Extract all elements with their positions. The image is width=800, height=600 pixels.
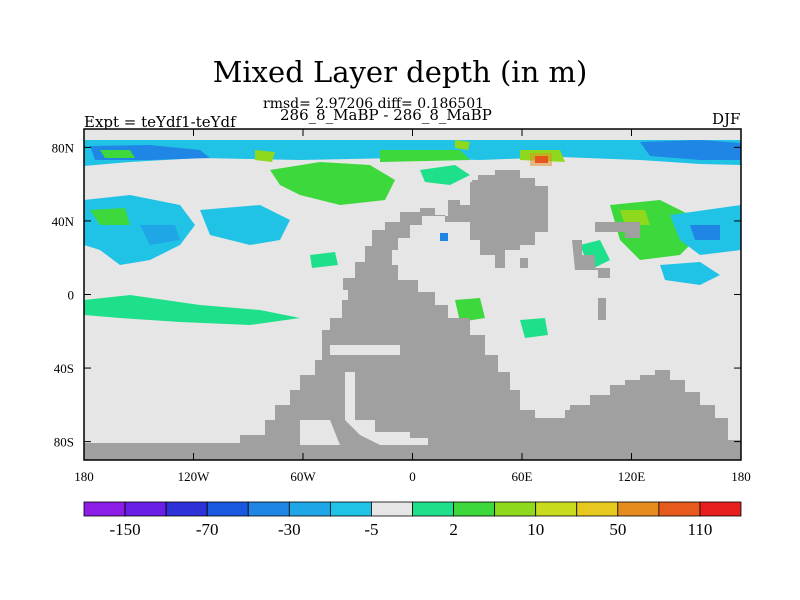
x-tick-label: 120W: [178, 469, 211, 484]
land-region: [598, 298, 606, 320]
colorbar-swatch: [699, 501, 742, 517]
season-label: DJF: [712, 110, 741, 128]
anomaly-region: [640, 140, 741, 160]
colorbar-label: 110: [688, 520, 713, 539]
anomaly-region: [84, 295, 300, 325]
x-tick-label: 60W: [290, 469, 316, 484]
colorbar-swatch: [247, 501, 290, 517]
anomaly-region: [100, 150, 135, 158]
colorbar-label: 10: [527, 520, 544, 539]
y-tick-label: 40S: [54, 361, 74, 376]
colorbar-label: -70: [196, 520, 219, 539]
anomaly-region: [520, 318, 548, 338]
anomaly-region: [620, 210, 650, 225]
map-title: Mixed Layer depth (in m): [212, 55, 588, 89]
anomaly-region: [270, 162, 395, 205]
anomaly-region: [310, 252, 338, 268]
cases-line: 286_8_MaBP - 286_8_MaBP: [280, 106, 492, 124]
colorbar-swatch: [494, 501, 537, 517]
colorbar-label: 2: [449, 520, 458, 539]
longitude-axis: 180 120W 60W 0 60E 120E 180: [74, 129, 751, 484]
land-region: [572, 240, 610, 278]
colorbar-swatch: [206, 501, 249, 517]
y-tick-label: 80S: [54, 435, 74, 450]
colorbar-swatch: [288, 501, 331, 517]
colorbar-label: -5: [364, 520, 378, 539]
colorbar-swatch: [453, 501, 496, 517]
colorbar-swatch: [165, 501, 208, 517]
colorbar-swatch: [124, 501, 167, 517]
colorbar-swatch: [658, 501, 701, 517]
anomaly-region: [660, 262, 720, 285]
anomaly-region: [90, 208, 130, 225]
anomaly-region: [420, 165, 470, 185]
land-region: [565, 410, 575, 418]
colorbar-label: -150: [109, 520, 140, 539]
y-tick-label: 80N: [52, 140, 75, 155]
colorbar-label: 50: [609, 520, 626, 539]
land-region: [300, 420, 340, 445]
x-tick-label: 180: [731, 469, 751, 484]
x-tick-label: 180: [74, 469, 94, 484]
land-region: [330, 345, 400, 355]
colorbar-swatch: [412, 501, 454, 517]
land-region: [595, 222, 640, 238]
anomaly-contours: [84, 140, 741, 338]
x-tick-label: 120E: [618, 469, 646, 484]
anomaly-region: [200, 205, 290, 245]
colorbar-swatch: [617, 501, 660, 517]
x-tick-label: 60E: [512, 469, 533, 484]
anomaly-region: [255, 150, 275, 162]
land-region: [84, 170, 741, 460]
anomaly-region: [455, 140, 470, 150]
stats-line: rmsd= 2.97206 diff= 0.186501: [263, 96, 485, 112]
experiment-label: Expt = teYdf1-teYdf: [84, 113, 236, 131]
colorbar-label: -30: [278, 520, 301, 539]
colorbar-swatch: [371, 501, 413, 517]
anomaly-region: [440, 233, 448, 241]
colorbar-swatch: [576, 501, 619, 517]
colorbar-swatch: [329, 501, 372, 517]
y-tick-label: 0: [68, 288, 75, 303]
land-region: [472, 180, 530, 238]
land-region: [345, 372, 428, 445]
colorbar-swatch: [83, 501, 126, 517]
anomaly-region: [530, 153, 552, 166]
anomaly-region: [380, 150, 470, 162]
anomaly-region: [455, 298, 485, 322]
anomaly-region: [140, 225, 180, 245]
y-tick-label: 40N: [52, 214, 75, 229]
land-region: [450, 205, 462, 215]
map-plot-area: [83, 128, 742, 461]
land-mask: [84, 170, 741, 460]
colorbar-swatch: [535, 501, 578, 517]
latitude-axis: 80N 40N 0 40S 80S: [52, 140, 741, 450]
colorbar: -150 -70 -30 -5 2 10 50 110: [83, 501, 742, 539]
land-region: [520, 258, 528, 268]
x-tick-label: 0: [409, 469, 416, 484]
anomaly-region: [690, 225, 720, 240]
